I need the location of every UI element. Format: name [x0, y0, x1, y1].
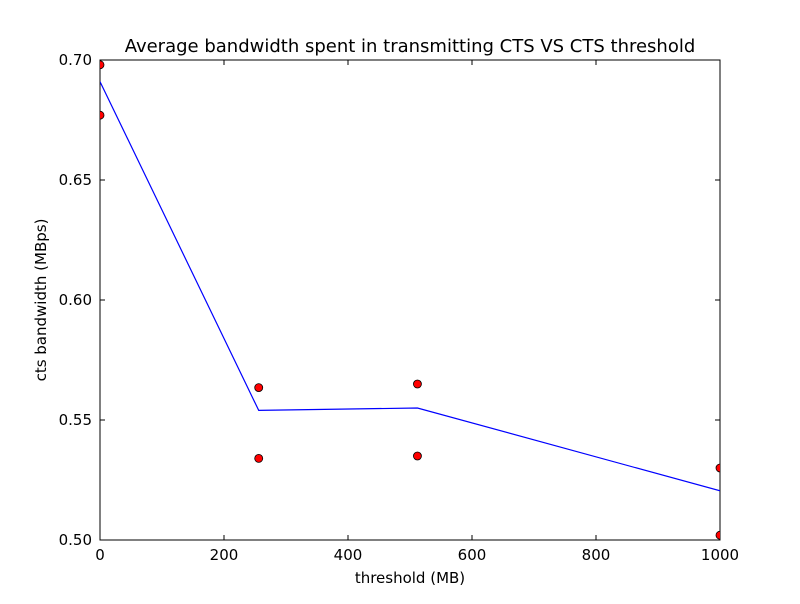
x-tick-label: 1000 [701, 546, 739, 564]
series-line [100, 81, 720, 492]
data-point [254, 453, 264, 463]
y-tick-label: 0.65 [59, 171, 92, 189]
plot-frame [99, 59, 721, 541]
plot-area: 0 200 400 600 800 1000 0.50 0.55 0.60 0.65 0.70 [59, 51, 740, 564]
y-tick-label: 0.70 [59, 51, 92, 69]
x-tick-label: 800 [582, 546, 611, 564]
x-tick-label: 400 [334, 546, 363, 564]
x-tick-label: 600 [458, 546, 487, 564]
data-point [413, 379, 422, 389]
x-tick-label: 0 [95, 546, 105, 564]
data-point [413, 451, 422, 461]
data-point [715, 463, 720, 473]
x-tick-label: 200 [210, 546, 239, 564]
data-point [715, 530, 720, 540]
data-point [100, 60, 105, 70]
x-axis-label: threshold (MB) [355, 569, 465, 587]
y-tick-label: 0.50 [59, 531, 92, 549]
chart-title: Average bandwidth spent in transmitting … [125, 36, 696, 57]
y-tick-label: 0.55 [59, 411, 92, 429]
data-point [254, 383, 264, 393]
y-axis-label: cts bandwidth (MBps) [32, 219, 50, 382]
y-tick-label: 0.60 [59, 291, 92, 309]
data-point [100, 110, 105, 120]
